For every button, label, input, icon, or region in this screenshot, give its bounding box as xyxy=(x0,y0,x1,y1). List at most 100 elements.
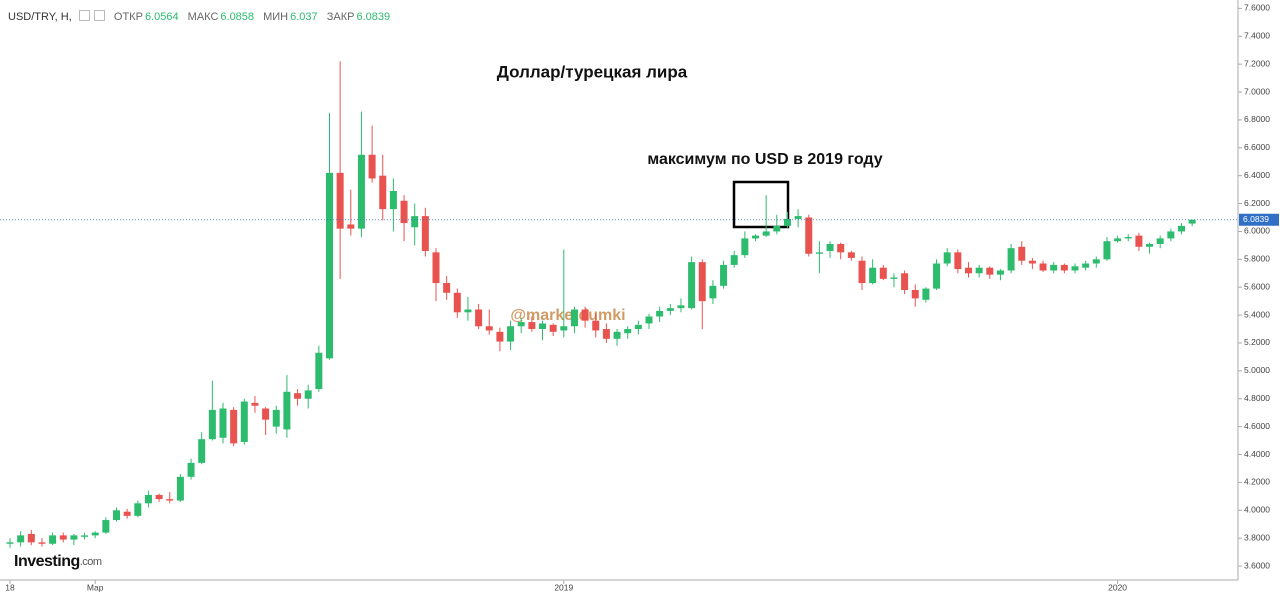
candle-body xyxy=(134,503,142,516)
candle-body xyxy=(6,542,14,544)
candle-body xyxy=(1082,263,1090,268)
candle-body xyxy=(837,243,845,253)
logo-main: Investing xyxy=(14,553,80,570)
candle-body xyxy=(720,264,728,286)
candle-body xyxy=(464,309,472,313)
candle-body xyxy=(1167,231,1175,239)
candle-body xyxy=(965,267,972,274)
candle-body xyxy=(1156,238,1164,244)
y-tick-label: 6.8000 xyxy=(1244,114,1270,124)
y-tick-label: 5.2000 xyxy=(1244,337,1270,347)
candle-body xyxy=(688,262,696,309)
candle-body xyxy=(336,172,344,229)
candle-body xyxy=(730,255,738,265)
y-tick-label: 4.6000 xyxy=(1244,421,1270,431)
watermark: @marketdumki xyxy=(510,307,625,324)
candle-body xyxy=(975,267,983,274)
candle-body xyxy=(762,231,770,236)
y-tick-label: 5.8000 xyxy=(1244,254,1270,264)
y-tick-label: 7.6000 xyxy=(1244,3,1270,13)
ohlc-label: МАКС xyxy=(187,11,219,23)
candle-body xyxy=(411,216,419,228)
candle-body xyxy=(208,409,216,440)
candle-body xyxy=(570,309,578,327)
candle-body xyxy=(326,172,333,359)
candle-body xyxy=(475,309,483,327)
candle-body xyxy=(826,243,834,251)
y-tick-label: 6.6000 xyxy=(1244,142,1270,152)
candle-body xyxy=(1007,248,1015,271)
candle-body xyxy=(496,331,504,342)
candle-body xyxy=(485,326,493,331)
candle-body xyxy=(1124,237,1132,239)
candle-body xyxy=(634,324,642,330)
candle-body xyxy=(592,320,600,331)
candle-body xyxy=(890,277,898,279)
candle-body xyxy=(102,520,110,533)
candle-body xyxy=(858,260,866,284)
candle-body xyxy=(443,283,451,293)
candle-body xyxy=(400,200,408,224)
y-tick-label: 7.2000 xyxy=(1244,58,1270,68)
candle-body xyxy=(752,235,759,239)
candle-body xyxy=(1060,264,1068,271)
candle-body xyxy=(283,391,291,430)
header: USD/TRY, Н, ОТКР 6.0564 МАКС 6.0858 МИН 6.0… xyxy=(8,10,390,23)
candle-body xyxy=(70,535,78,540)
candle-body xyxy=(166,499,174,501)
last-price-label: 6.0839 xyxy=(1243,214,1269,224)
candle-body xyxy=(304,390,312,399)
x-tick-label: Мар xyxy=(87,582,104,592)
icon[interactable] xyxy=(93,10,105,21)
candle-body xyxy=(379,175,387,210)
candle-body xyxy=(198,439,206,463)
chart-title: Доллар/турецкая лира xyxy=(497,62,688,81)
x-tick-label: 2019 xyxy=(554,582,573,592)
ohlc-value: 6.037 xyxy=(290,11,318,23)
candle-body xyxy=(27,533,35,543)
candle-body xyxy=(421,216,429,251)
ohlc-label: ЗАКР xyxy=(326,11,355,23)
candle-body xyxy=(1039,263,1047,271)
candle-body xyxy=(230,409,238,444)
ohlc-label: МИН xyxy=(263,11,289,23)
candle-body xyxy=(91,532,99,536)
candle-body xyxy=(1135,235,1143,247)
candle-body xyxy=(368,154,376,179)
y-tick-label: 4.2000 xyxy=(1244,477,1270,487)
candle-body xyxy=(539,323,546,330)
candle-body xyxy=(645,316,653,324)
candle-body xyxy=(815,252,823,254)
candle-body xyxy=(933,263,941,289)
candle-body xyxy=(805,217,813,254)
highlight-box xyxy=(732,180,790,229)
candle-body xyxy=(549,324,557,332)
y-tick-label: 5.0000 xyxy=(1244,365,1270,375)
candle-body xyxy=(240,401,248,442)
y-tick-label: 6.4000 xyxy=(1244,170,1270,180)
candle-body xyxy=(1050,264,1058,271)
icon[interactable] xyxy=(78,10,90,21)
candle-body xyxy=(315,352,323,389)
candle-body xyxy=(272,409,280,427)
candle-body xyxy=(144,494,152,504)
symbol: USD/TRY, Н, xyxy=(8,11,72,23)
candle-body xyxy=(581,309,589,321)
candle-body xyxy=(517,322,525,327)
y-tick-label: 5.4000 xyxy=(1244,309,1270,319)
candle-body xyxy=(1092,259,1100,264)
candle-body xyxy=(176,476,184,501)
candle-body xyxy=(709,285,717,299)
candle-body xyxy=(1071,266,1079,271)
y-tick-label: 6.0000 xyxy=(1244,226,1270,236)
candle-body xyxy=(1018,246,1026,261)
candle-body xyxy=(347,224,355,229)
ohlc-label: ОТКР xyxy=(113,11,143,23)
candle-body xyxy=(113,510,120,521)
candle-body xyxy=(1103,241,1111,260)
candle-body xyxy=(847,252,855,258)
candle-body xyxy=(741,238,749,256)
candle-body xyxy=(698,262,706,302)
y-tick-label: 4.0000 xyxy=(1244,505,1270,515)
